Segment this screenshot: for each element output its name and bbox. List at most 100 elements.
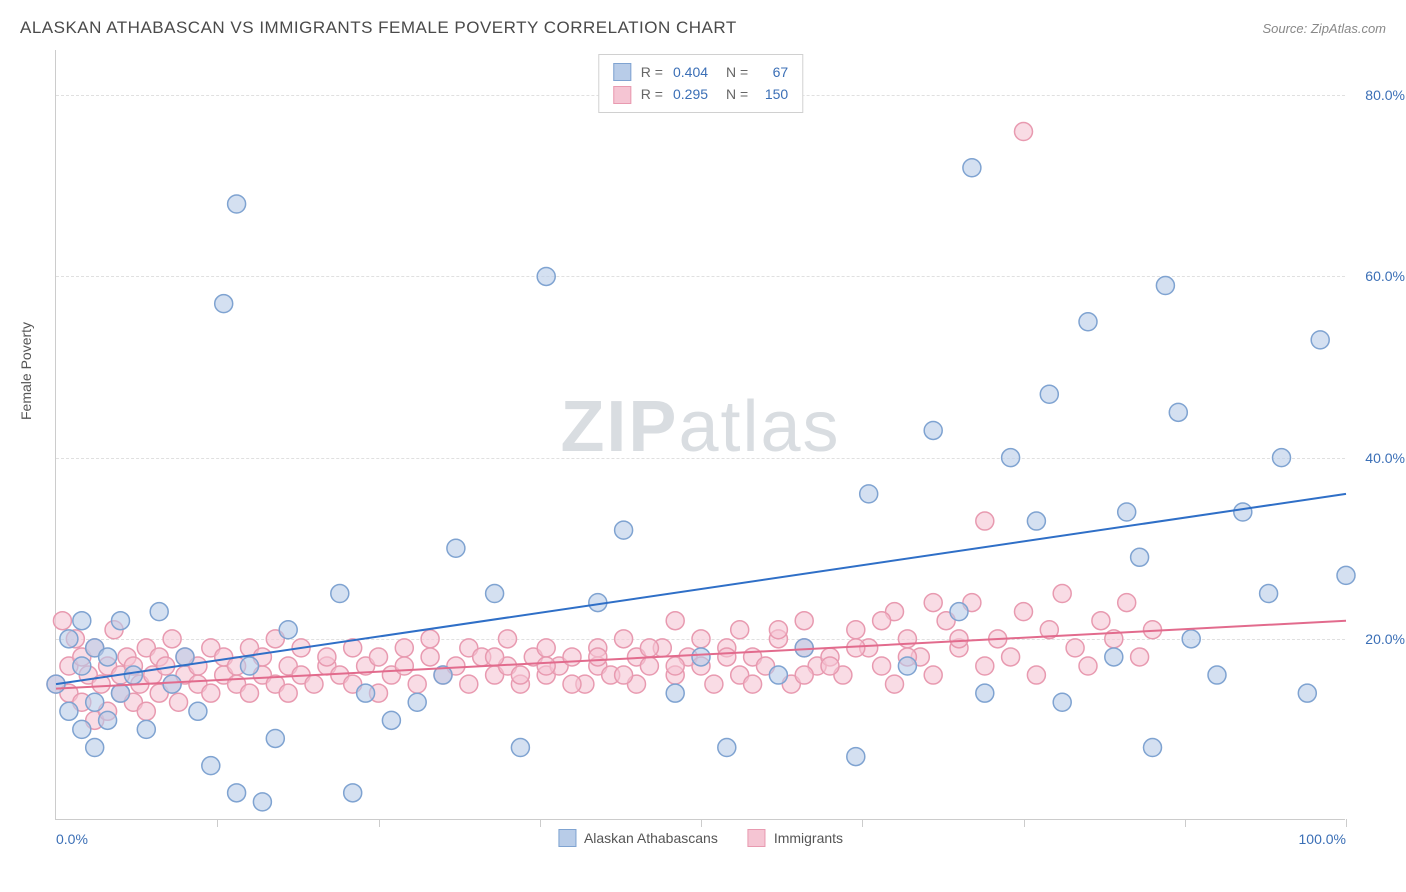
data-point (666, 684, 684, 702)
data-point (60, 630, 78, 648)
data-point (511, 666, 529, 684)
data-point (873, 657, 891, 675)
data-point (1079, 313, 1097, 331)
data-point (1105, 648, 1123, 666)
data-point (511, 739, 529, 757)
data-point (1079, 657, 1097, 675)
data-point (1298, 684, 1316, 702)
data-point (640, 657, 658, 675)
data-point (73, 720, 91, 738)
data-point (421, 648, 439, 666)
data-point (1066, 639, 1084, 657)
data-point (692, 648, 710, 666)
data-point (447, 539, 465, 557)
data-point (589, 648, 607, 666)
data-point (137, 720, 155, 738)
data-point (640, 639, 658, 657)
data-point (744, 675, 762, 693)
data-point (150, 603, 168, 621)
data-point (1131, 548, 1149, 566)
data-point (615, 666, 633, 684)
x-tick-label: 0.0% (56, 831, 88, 847)
data-point (718, 648, 736, 666)
data-point (615, 521, 633, 539)
data-point (1169, 403, 1187, 421)
data-point (1118, 503, 1136, 521)
data-point (73, 612, 91, 630)
plot-area: ZIPatlas R = 0.404 N = 67 R = 0.295 N = … (55, 50, 1345, 820)
data-point (976, 684, 994, 702)
data-point (1053, 585, 1071, 603)
data-point (421, 630, 439, 648)
swatch-series-1 (558, 829, 576, 847)
data-point (924, 594, 942, 612)
data-point (847, 639, 865, 657)
data-point (1027, 666, 1045, 684)
data-point (1092, 612, 1110, 630)
data-point (99, 648, 117, 666)
data-point (1273, 449, 1291, 467)
data-point (60, 702, 78, 720)
y-tick-label: 20.0% (1365, 631, 1405, 647)
data-point (53, 612, 71, 630)
data-point (1002, 449, 1020, 467)
data-point (537, 639, 555, 657)
data-point (976, 657, 994, 675)
data-point (279, 684, 297, 702)
data-point (1002, 648, 1020, 666)
data-point (408, 675, 426, 693)
legend-item-series-1: Alaskan Athabascans (558, 829, 718, 847)
data-point (86, 693, 104, 711)
data-point (847, 748, 865, 766)
data-point (395, 657, 413, 675)
data-point (215, 295, 233, 313)
data-point (886, 675, 904, 693)
swatch-series-1 (613, 63, 631, 81)
data-point (1234, 503, 1252, 521)
data-point (1311, 331, 1329, 349)
data-point (963, 159, 981, 177)
data-point (537, 657, 555, 675)
data-point (666, 612, 684, 630)
data-point (305, 675, 323, 693)
data-point (1208, 666, 1226, 684)
data-point (666, 657, 684, 675)
legend-row-series-1: R = 0.404 N = 67 (613, 61, 788, 83)
data-point (1015, 123, 1033, 141)
data-point (1156, 277, 1174, 295)
data-point (163, 675, 181, 693)
data-point (924, 421, 942, 439)
data-point (486, 648, 504, 666)
data-point (499, 630, 517, 648)
scatter-plot (56, 50, 1345, 819)
data-point (898, 657, 916, 675)
data-point (847, 621, 865, 639)
data-point (241, 657, 259, 675)
data-point (924, 666, 942, 684)
data-point (860, 485, 878, 503)
data-point (157, 657, 175, 675)
data-point (563, 648, 581, 666)
y-axis-label: Female Poverty (18, 322, 34, 420)
data-point (266, 729, 284, 747)
data-point (1027, 512, 1045, 530)
data-point (112, 612, 130, 630)
data-point (795, 612, 813, 630)
data-point (1131, 648, 1149, 666)
data-point (795, 639, 813, 657)
data-point (395, 639, 413, 657)
legend-item-series-2: Immigrants (748, 829, 843, 847)
data-point (1260, 585, 1278, 603)
data-point (170, 693, 188, 711)
data-point (137, 702, 155, 720)
data-point (202, 757, 220, 775)
data-point (1040, 385, 1058, 403)
data-point (769, 666, 787, 684)
swatch-series-2 (748, 829, 766, 847)
data-point (1144, 739, 1162, 757)
data-point (228, 784, 246, 802)
data-point (279, 621, 297, 639)
data-point (408, 693, 426, 711)
x-tick-label: 100.0% (1299, 831, 1346, 847)
correlation-legend: R = 0.404 N = 67 R = 0.295 N = 150 (598, 54, 803, 113)
